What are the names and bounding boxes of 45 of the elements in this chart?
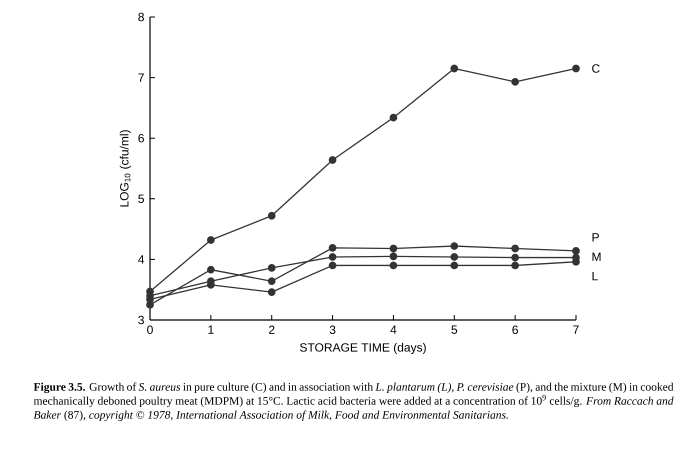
series-label: C bbox=[592, 64, 600, 73]
x-tick-label: 2 bbox=[268, 326, 274, 334]
point bbox=[511, 262, 519, 270]
x-tick-label: 5 bbox=[451, 326, 458, 334]
point bbox=[268, 277, 276, 286]
x-tick-label: 4 bbox=[390, 326, 396, 334]
y-tick-label: 7 bbox=[138, 73, 144, 82]
point bbox=[268, 288, 276, 296]
point bbox=[511, 244, 519, 252]
point bbox=[328, 253, 336, 261]
series-label: P bbox=[592, 233, 599, 242]
point bbox=[390, 252, 398, 260]
point bbox=[328, 156, 336, 164]
point bbox=[450, 253, 458, 261]
point bbox=[450, 262, 458, 270]
y-axis-title: LOG$_{10}$ (cfu/ml) bbox=[120, 130, 131, 207]
series-label: M bbox=[592, 252, 601, 261]
x-tick-label: 6 bbox=[512, 326, 518, 334]
x-tick-label: 0 bbox=[147, 326, 153, 334]
y-tick-label: 8 bbox=[138, 12, 144, 22]
y-tick-label: 6 bbox=[138, 134, 144, 142]
series-label: L bbox=[592, 272, 598, 280]
y-tick-label: 3 bbox=[138, 316, 144, 324]
x-tick-label: 7 bbox=[573, 326, 579, 334]
x-tick-label: 3 bbox=[330, 326, 336, 334]
y-tick-label: 5 bbox=[138, 194, 144, 203]
text: Figure 3.5. Growth of S. aureus in pure culture (C) and in association with L. plantarum (L), P. cerevisiae (P), and the mixture (M) in cooked mechanically deboned poultry meat (MDPM) at 15°C. Lactic acid bacteria were added at a concentration of 10$^{9}$ cells/g. From Raccach and Baker (87), copyright © 1978, International Association of Milk, Food and Environmental Sanitarians. bbox=[34, 382, 674, 422]
point bbox=[268, 264, 276, 272]
point bbox=[450, 242, 458, 250]
x-axis-title: STORAGE TIME (days) bbox=[300, 342, 426, 354]
y-tick-label: 4 bbox=[138, 255, 144, 264]
point bbox=[268, 212, 276, 220]
point bbox=[572, 64, 580, 72]
point bbox=[511, 254, 519, 262]
point bbox=[511, 78, 519, 86]
point bbox=[450, 64, 458, 72]
point bbox=[572, 247, 580, 255]
point bbox=[328, 262, 336, 270]
point bbox=[207, 236, 215, 244]
point bbox=[390, 262, 398, 270]
point bbox=[207, 266, 215, 274]
point bbox=[390, 114, 398, 122]
x-tick-label: 1 bbox=[208, 326, 214, 334]
point bbox=[390, 244, 398, 252]
point bbox=[328, 244, 336, 252]
